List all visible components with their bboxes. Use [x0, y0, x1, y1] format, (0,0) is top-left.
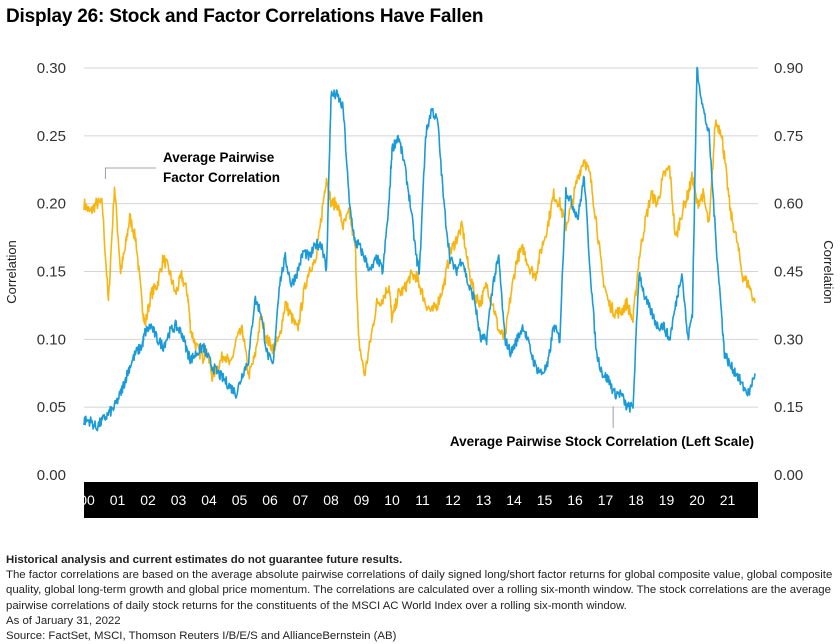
factor-annotation-line1: Average Pairwise	[163, 150, 275, 165]
y-axis-label-right: Correlation	[821, 240, 836, 304]
factor-annotation-line2: Factor Correlation	[163, 170, 280, 185]
left-tick-label: 0.30	[37, 60, 66, 77]
left-tick-label: 0.25	[37, 128, 66, 145]
stock-annotation-label: Average Pairwise Stock Correlation (Left…	[450, 434, 754, 449]
as-of-text: As of Jaruary 31, 2022	[6, 614, 121, 627]
x-tick-label: 07	[293, 492, 309, 508]
chart-area: 0.00 0.05 0.10 0.15 0.20 0.25 0.30 0.00 0.15 0.3…	[4, 60, 836, 518]
left-axis-ticks: 0.00 0.05 0.10 0.15 0.20 0.25 0.30	[37, 60, 66, 484]
x-tick-label: 19	[659, 492, 675, 508]
right-tick-label: 0.45	[774, 264, 803, 281]
right-tick-label: 0.30	[774, 331, 803, 348]
x-tick-label: 09	[354, 492, 370, 508]
x-tick-label: 18	[628, 492, 644, 508]
stock-correlation-line	[83, 66, 756, 432]
x-tick-label: 15	[537, 492, 553, 508]
factor-correlation-line	[83, 119, 756, 382]
x-tick-label: 04	[201, 492, 217, 508]
gridlines	[84, 67, 758, 408]
description-text: The factor correlations are based on the…	[6, 569, 833, 612]
left-tick-label: 0.15	[37, 264, 66, 281]
left-tick-label: 0.20	[37, 196, 66, 213]
series-lines	[83, 66, 756, 432]
right-tick-label: 0.15	[774, 399, 803, 416]
left-tick-label: 0.05	[37, 399, 66, 416]
disclaimer-text: Historical analysis and current estimate…	[6, 554, 403, 566]
left-tick-label: 0.00	[37, 467, 66, 484]
left-tick-label: 0.10	[37, 331, 66, 348]
footnotes: Historical analysis and current estimate…	[6, 553, 834, 644]
x-axis-band	[84, 482, 758, 518]
y-axis-label-left: Correlation	[4, 240, 19, 304]
x-tick-label: 03	[171, 492, 187, 508]
x-tick-label: 05	[232, 492, 248, 508]
x-axis-ticks: 00 01 02 03 04 05 06 07 08 09 10 11 12 13 14 15 16 17 18 19…	[79, 492, 735, 508]
x-tick-label: 11	[415, 492, 430, 508]
factor-annotation-leader	[104, 167, 156, 180]
x-tick-label: 14	[506, 492, 522, 508]
x-tick-label: 12	[445, 492, 461, 508]
right-tick-label: 0.75	[774, 128, 803, 145]
x-tick-label: 06	[262, 492, 278, 508]
x-tick-label: 16	[567, 492, 583, 508]
x-tick-label: 02	[140, 492, 156, 508]
x-tick-label: 21	[720, 492, 736, 508]
x-tick-label: 13	[476, 492, 492, 508]
right-tick-label: 0.60	[774, 196, 803, 213]
x-tick-label: 17	[598, 492, 614, 508]
x-tick-label: 08	[323, 492, 339, 508]
right-tick-label: 0.90	[774, 60, 803, 77]
right-axis-ticks: 0.00 0.15 0.30 0.45 0.60 0.75 0.90	[774, 60, 803, 484]
chart-title: Display 26: Stock and Factor Correlation…	[6, 6, 484, 27]
source-text: Source: FactSet, MSCI, Thomson Reuters I…	[6, 630, 397, 643]
x-tick-label: 20	[689, 492, 705, 508]
x-tick-label: 10	[384, 492, 400, 508]
x-tick-label: 00	[79, 492, 95, 508]
annotations: Average Pairwise Factor Correlation Averag…	[104, 150, 754, 449]
right-tick-label: 0.00	[774, 467, 803, 484]
x-tick-label: 01	[110, 492, 126, 508]
